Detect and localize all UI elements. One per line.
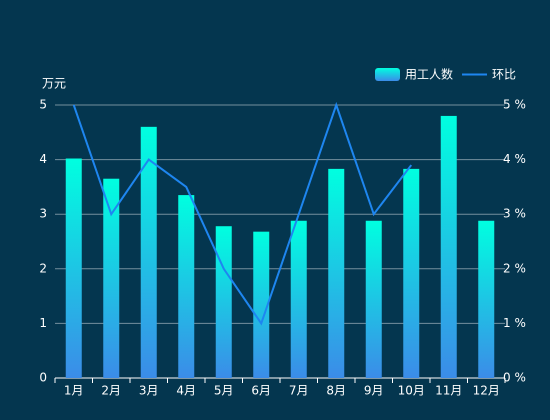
x-tick-label: 12月 [473,384,500,398]
bar [253,231,270,378]
bar [140,126,157,378]
bar [103,178,120,378]
x-tick-label: 9月 [364,384,384,398]
y-tick-label: 5 [39,98,47,112]
x-tick-label: 7月 [289,384,309,398]
legend-label: 用工人数 [405,67,453,82]
x-tick-label: 4月 [176,384,196,398]
bar [365,220,382,378]
x-tick-label: 11月 [435,384,462,398]
line [72,101,413,326]
y2-tick-label: 2 % [503,261,526,275]
x-tick-label: 6月 [251,384,271,398]
y-tick-label: 3 [39,207,47,221]
y-axis-label: 万元 [42,77,66,91]
x-tick-label: 1月 [64,384,84,398]
bar [178,195,195,378]
y2-tick-label: 5 % [503,98,526,112]
y-tick-label: 1 [39,316,47,330]
x-tick-label: 8月 [326,384,346,398]
y-tick-label: 2 [39,261,47,275]
x-tick-label: 2月 [101,384,121,398]
legend-label: 环比 [492,68,516,82]
bar [440,115,457,379]
y2-tick-label: 0 % [503,371,526,385]
y-tick-label: 4 [39,152,47,166]
y2-tick-label: 3 % [503,207,526,221]
bar [478,220,495,378]
y2-tick-label: 4 % [503,152,526,166]
bar [328,168,345,378]
y2-tick-label: 1 % [503,316,526,330]
bar [215,226,232,378]
bar [65,158,82,378]
bar [290,220,307,378]
x-tick-label: 5月 [214,384,234,398]
x-tick-label: 3月 [139,384,159,398]
bar [403,168,420,378]
x-tick-label: 10月 [398,384,425,398]
legend-swatch [375,68,400,81]
y-tick-label: 0 [39,371,47,385]
